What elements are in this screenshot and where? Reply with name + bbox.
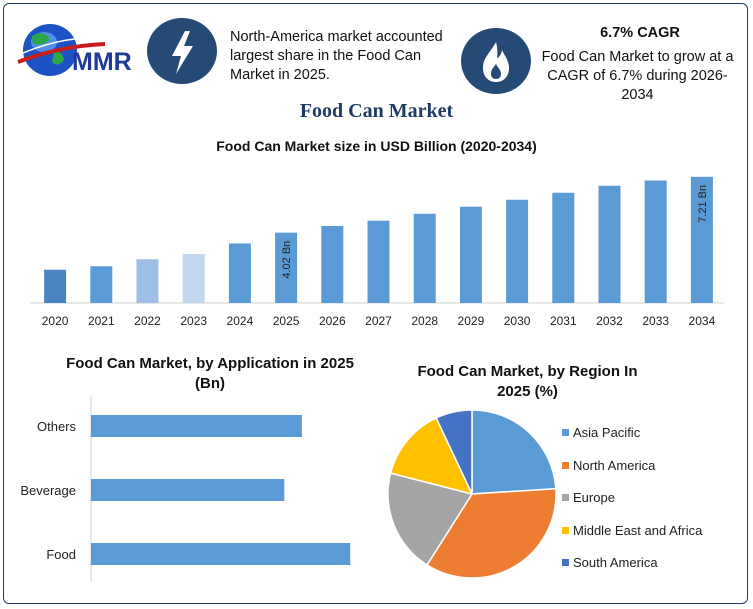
x-tick-label-2028: 2028 <box>411 314 438 328</box>
market-size-chart: 2020 2021 2022 2023 2024 2025 4.02 Bn 2026 2027 2… <box>30 176 724 328</box>
x-tick-label-2031: 2031 <box>550 314 577 328</box>
region-chart-title: Food Can Market, by Region In 2025 (%) <box>417 363 638 400</box>
cagr-text: Food Can Market to grow at a CAGR of 6.7… <box>541 49 734 103</box>
bar-2020 <box>44 269 67 303</box>
lightning-icon <box>172 31 193 74</box>
hbar-others <box>91 415 302 437</box>
bar-2022 <box>136 259 159 303</box>
bar-2028 <box>413 213 436 303</box>
flame-badge <box>461 28 531 94</box>
y-tick-label-beverage: Beverage <box>20 483 76 498</box>
x-tick-label-2030: 2030 <box>504 314 531 328</box>
data-label-2025: 4.02 Bn <box>281 241 293 279</box>
legend-label: South America <box>573 555 658 570</box>
page-title: Food Can Market <box>299 100 454 122</box>
x-tick-label-2022: 2022 <box>134 314 161 328</box>
x-tick-label-2026: 2026 <box>319 314 346 328</box>
pie-slice-north-america <box>425 487 557 579</box>
x-tick-label-2032: 2032 <box>596 314 623 328</box>
market-size-chart-title: Food Can Market size in USD Billion (202… <box>216 138 537 154</box>
page-frame <box>3 3 748 604</box>
bar-2027 <box>367 220 390 303</box>
legend-item-asia-pacific: Asia Pacific <box>562 425 640 441</box>
bar-2024 <box>228 243 251 303</box>
pie-slice-europe <box>387 472 474 566</box>
legend-label: North America <box>573 457 656 473</box>
logo-text: MMR <box>72 48 132 76</box>
legend-item-north-america: North America <box>562 458 655 474</box>
hbar-beverage <box>91 479 285 501</box>
mmr-logo: MMR <box>10 18 140 80</box>
bar-2023 <box>182 254 205 303</box>
bar-2025 <box>275 232 298 303</box>
legend-swatch <box>562 494 569 501</box>
legend-swatch <box>562 526 569 534</box>
pie-slice-south-america <box>435 409 473 495</box>
legend-item-south-america: South America <box>562 555 658 571</box>
x-tick-label-2033: 2033 <box>642 314 669 328</box>
cagr-title: 6.7% CAGR <box>600 25 680 41</box>
globe-icon: MMR <box>15 24 132 76</box>
legend-item-middle-east-and-africa: Middle East and Africa <box>562 523 702 539</box>
bar-2026 <box>321 226 344 303</box>
legend-label: Middle East and Africa <box>573 522 703 538</box>
pie-slice-middle-east-and-africa <box>389 416 474 496</box>
x-tick-label-2027: 2027 <box>365 314 392 328</box>
x-tick-label-2034: 2034 <box>689 314 716 328</box>
bar-2032 <box>598 185 621 303</box>
flame-icon <box>483 42 509 82</box>
legend-swatch <box>562 559 569 566</box>
data-label-2034: 7.21 Bn <box>697 185 709 223</box>
hbar-food <box>91 543 351 565</box>
bar-2034 <box>690 176 713 303</box>
bar-2021 <box>90 266 113 303</box>
x-tick-label-2023: 2023 <box>180 314 207 328</box>
x-tick-label-2025: 2025 <box>273 314 300 328</box>
y-tick-label-others: Others <box>37 419 77 434</box>
x-tick-label-2024: 2024 <box>227 314 254 328</box>
bar-2033 <box>644 180 667 303</box>
lightning-badge <box>147 18 217 84</box>
y-tick-label-food: Food <box>46 547 76 562</box>
x-tick-label-2020: 2020 <box>42 314 69 328</box>
legend-label: Asia Pacific <box>573 425 641 440</box>
pie-slice-asia-pacific <box>471 409 557 495</box>
north-america-share-text: North-America market accounted largest s… <box>230 29 443 83</box>
legend-swatch <box>562 461 569 469</box>
legend-label: Europe <box>573 490 615 505</box>
x-tick-label-2029: 2029 <box>458 314 485 328</box>
application-chart-title: Food Can Market, by Application in 2025 … <box>66 355 354 392</box>
bar-2031 <box>552 192 575 303</box>
bar-2029 <box>459 206 482 303</box>
bar-2030 <box>506 199 529 303</box>
x-tick-label-2021: 2021 <box>88 314 115 328</box>
legend-swatch <box>562 429 569 436</box>
region-pie-chart <box>387 409 557 579</box>
legend-item-europe: Europe <box>562 490 615 506</box>
application-chart: Others Beverage Food <box>20 396 351 582</box>
